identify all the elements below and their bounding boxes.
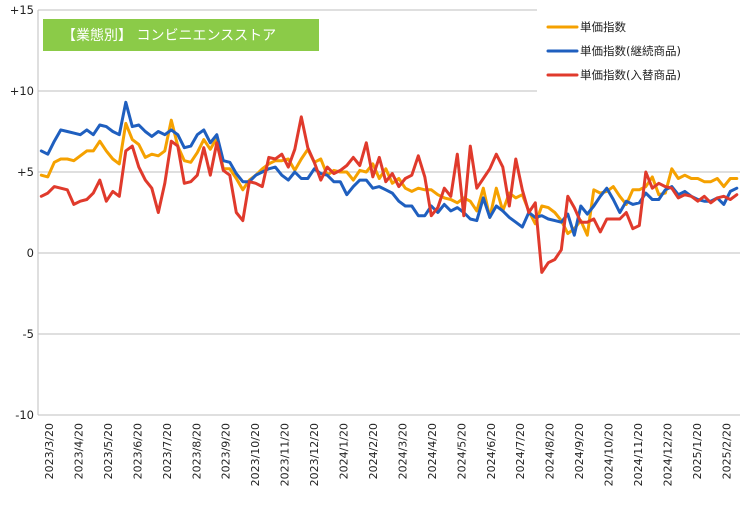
x-tick-label: 2024/3/20 — [396, 423, 409, 479]
y-tick-label: +5 — [17, 165, 34, 179]
series-line — [39, 115, 739, 274]
x-tick-label: 2024/4/20 — [426, 423, 439, 479]
x-tick-label: 2023/6/20 — [131, 423, 144, 479]
x-tick-label: 2025/1/20 — [691, 423, 704, 479]
x-tick-label: 2024/5/20 — [455, 423, 468, 479]
x-tick-label: 2024/6/20 — [485, 423, 498, 479]
x-axis-ticks: 2023/3/20 2023/4/20 2023/5/20 2023/6/20 2023… — [43, 423, 733, 486]
x-tick-label: 2023/4/20 — [72, 423, 85, 479]
x-tick-label: 2024/12/20 — [661, 423, 674, 486]
x-tick-label: 2024/9/20 — [573, 423, 586, 479]
chart-title-background — [43, 19, 319, 51]
x-tick-label: 2024/8/20 — [544, 423, 557, 479]
x-tick-label: 2023/10/20 — [249, 423, 262, 486]
x-tick-label: 2023/12/20 — [308, 423, 321, 486]
legend-label: 単価指数(継続商品) — [580, 44, 681, 58]
x-tick-label: 2023/5/20 — [102, 423, 115, 479]
y-tick-label: -10 — [15, 408, 34, 422]
chart-title-box: 【業態別】 コンビニエンスストア — [43, 19, 319, 51]
x-tick-label: 2023/11/20 — [279, 423, 292, 486]
legend-label: 単価指数(入替商品) — [580, 68, 681, 82]
x-tick-label: 2024/11/20 — [632, 423, 645, 486]
grid-layer — [37, 9, 740, 416]
x-tick-label: 2025/2/20 — [720, 423, 733, 479]
chart-title: 【業態別】 コンビニエンスストア — [62, 28, 276, 44]
x-tick-label: 2023/7/20 — [161, 423, 174, 479]
y-tick-label: +10 — [10, 84, 34, 98]
x-tick-label: 2023/8/20 — [190, 423, 203, 479]
y-tick-label: -5 — [23, 327, 34, 341]
y-axis-ticks: +15 +10 +5 0 -5 -10 — [10, 3, 34, 422]
y-tick-label: +15 — [10, 3, 34, 17]
x-tick-label: 2024/10/20 — [603, 423, 616, 486]
x-tick-label: 2023/9/20 — [220, 423, 233, 479]
series-line — [39, 100, 739, 237]
series-layer — [39, 100, 739, 274]
y-tick-label: 0 — [27, 246, 34, 260]
x-tick-label: 2024/2/20 — [367, 423, 380, 479]
legend-label: 単価指数 — [580, 20, 626, 34]
x-tick-label: 2023/3/20 — [43, 423, 56, 479]
x-tick-label: 2024/7/20 — [514, 423, 527, 479]
x-tick-label: 2024/1/20 — [338, 423, 351, 479]
